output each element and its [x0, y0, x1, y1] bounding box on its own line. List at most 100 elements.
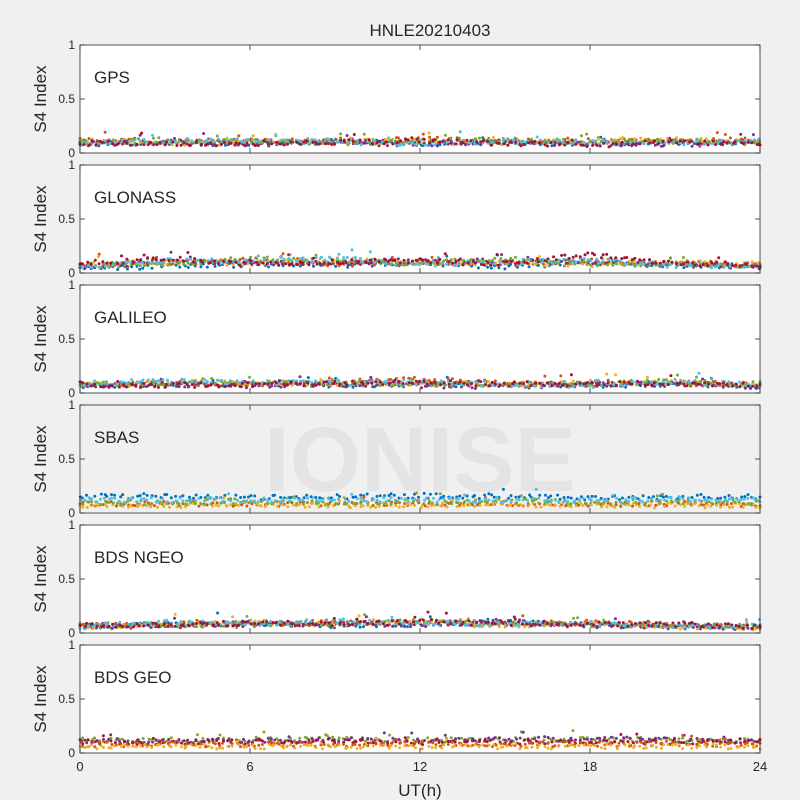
data-point — [167, 505, 171, 509]
data-point — [605, 498, 609, 502]
data-point — [251, 385, 254, 389]
data-point — [245, 143, 249, 147]
data-point — [193, 257, 197, 261]
data-point — [149, 140, 153, 144]
data-point — [319, 378, 323, 382]
data-point — [406, 500, 410, 504]
data-point — [308, 141, 312, 145]
data-point — [415, 143, 419, 146]
data-point — [337, 497, 340, 501]
data-point — [591, 143, 595, 147]
data-point — [495, 141, 499, 145]
data-point — [253, 499, 257, 503]
data-point — [341, 261, 345, 265]
data-point — [359, 496, 363, 500]
y-tick-label: 0.5 — [58, 212, 75, 226]
data-point — [486, 261, 490, 265]
data-point — [728, 136, 732, 140]
data-point — [286, 142, 289, 146]
data-point — [203, 378, 207, 382]
data-point — [484, 503, 488, 507]
data-point — [404, 137, 408, 141]
data-point — [163, 385, 167, 389]
data-point — [259, 504, 263, 508]
data-point — [463, 500, 467, 504]
data-point — [717, 256, 721, 260]
data-point — [584, 381, 588, 385]
data-point — [215, 501, 219, 505]
data-point — [741, 381, 745, 385]
data-point — [441, 501, 444, 505]
data-point — [334, 264, 338, 268]
data-point — [299, 382, 302, 386]
data-point — [600, 505, 604, 509]
data-point — [463, 493, 467, 497]
data-point — [353, 501, 357, 505]
data-point — [321, 497, 325, 500]
data-point — [462, 258, 466, 262]
data-point — [525, 261, 529, 265]
data-point — [171, 258, 175, 262]
data-point — [593, 261, 597, 265]
data-point — [153, 262, 157, 266]
data-point — [99, 492, 103, 496]
y-axis-label: S4 Index — [31, 305, 50, 373]
data-point — [711, 384, 714, 388]
data-point — [109, 261, 113, 265]
data-point — [185, 142, 189, 146]
data-point — [729, 496, 733, 500]
data-point — [491, 499, 495, 503]
data-point — [381, 259, 385, 263]
data-point — [130, 378, 134, 382]
data-point — [321, 500, 325, 504]
data-point — [345, 256, 349, 259]
data-point — [574, 142, 578, 146]
data-point — [697, 504, 701, 508]
y-tick-label: 1 — [68, 158, 75, 172]
data-point — [214, 144, 218, 148]
data-point — [743, 386, 747, 390]
data-point — [491, 503, 495, 506]
y-tick-label: 1 — [68, 38, 75, 52]
data-point — [179, 506, 183, 509]
data-point — [245, 499, 249, 503]
data-point — [428, 492, 432, 496]
data-point — [454, 259, 458, 263]
data-point — [231, 504, 235, 508]
data-point — [279, 255, 283, 259]
data-point — [517, 261, 521, 265]
data-point — [638, 499, 642, 503]
data-point — [563, 253, 567, 257]
data-point — [754, 505, 758, 509]
data-point — [131, 261, 135, 265]
data-point — [501, 487, 505, 491]
data-point — [373, 257, 377, 261]
data-point — [178, 261, 181, 265]
panel-label: GPS — [94, 68, 130, 87]
data-point — [290, 259, 294, 262]
data-point — [225, 139, 229, 143]
data-point — [312, 496, 315, 500]
data-point — [134, 383, 137, 387]
data-point — [93, 494, 97, 498]
data-point — [537, 496, 541, 500]
data-point — [739, 264, 742, 268]
data-point — [531, 258, 535, 262]
data-point — [591, 262, 595, 266]
data-point — [93, 264, 97, 268]
data-point — [543, 143, 547, 147]
data-point — [702, 142, 706, 146]
data-point — [579, 261, 583, 265]
data-point — [302, 384, 306, 388]
data-point — [274, 134, 278, 138]
data-point — [239, 139, 243, 143]
data-point — [563, 143, 567, 147]
data-point — [493, 382, 497, 386]
data-point — [375, 494, 379, 498]
data-point — [578, 255, 582, 259]
data-point — [397, 505, 401, 509]
data-point — [690, 496, 694, 499]
